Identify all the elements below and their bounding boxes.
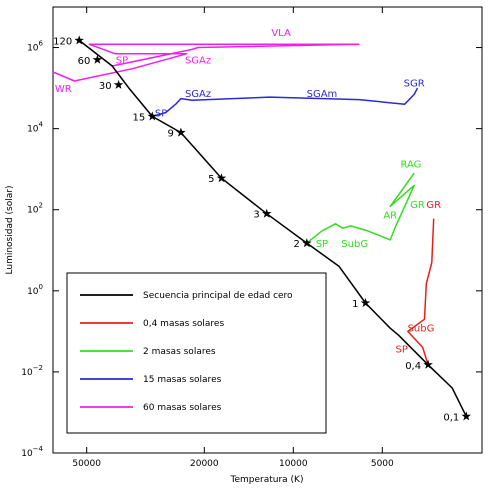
zams-mass-label: 30 bbox=[99, 81, 112, 92]
zams-mass-label: 1 bbox=[352, 299, 358, 310]
zams-mass-label: 60 bbox=[78, 56, 91, 67]
legend-label: 15 masas solares bbox=[143, 375, 222, 385]
zams-mass-label: 9 bbox=[168, 129, 174, 140]
track-annotation: SP bbox=[316, 239, 328, 250]
track-annotation: GR bbox=[426, 200, 441, 211]
track-annotation: SGAz bbox=[185, 56, 211, 67]
zams-mass-label: 5 bbox=[208, 174, 214, 185]
legend-label: Secuencia principal de edad cero bbox=[143, 291, 293, 301]
track-annotation: SGAz bbox=[185, 89, 211, 100]
x-tick-label: 10000 bbox=[279, 459, 308, 469]
x-tick-label: 5000 bbox=[371, 459, 394, 469]
track-annotation: SGAm bbox=[307, 89, 338, 100]
zams-star-marker bbox=[262, 208, 272, 218]
track-annotation: SP bbox=[395, 345, 407, 356]
zams-mass-label: 0,1 bbox=[443, 412, 459, 423]
zams-star-marker bbox=[461, 411, 471, 421]
plot-frame bbox=[52, 6, 483, 454]
zams-star-marker bbox=[302, 238, 312, 248]
track-annotation: AR bbox=[383, 211, 397, 222]
zams-star-marker bbox=[423, 359, 433, 369]
x-axis-title: Temperatura (K) bbox=[230, 475, 304, 485]
axis-ticks: 50000 20000 10000 5000 10−4 10−2 100 102 104 106 bbox=[21, 7, 482, 469]
series-line-4 bbox=[52, 43, 360, 82]
legend-label: 0,4 masas solares bbox=[143, 319, 224, 329]
zams-stars: 120 60 30 15 9 5 3 2 1 0,4 0,1 bbox=[53, 35, 471, 423]
track-annotation: SubG bbox=[408, 323, 435, 334]
y-tick-label: 10−4 bbox=[21, 445, 43, 459]
series-line-1 bbox=[407, 218, 435, 366]
y-tick-label: 10−2 bbox=[21, 364, 43, 378]
track-annotation: GR bbox=[410, 200, 425, 211]
x-tick-label: 50000 bbox=[72, 459, 101, 469]
zams-mass-label: 0,4 bbox=[405, 361, 421, 372]
zams-star-marker bbox=[92, 54, 103, 64]
zams-mass-label: 15 bbox=[133, 112, 146, 123]
legend-entries: Secuencia principal de edad cero 0,4 masa… bbox=[80, 291, 293, 413]
y-tick-label: 100 bbox=[27, 283, 43, 297]
legend-label: 60 masas solares bbox=[143, 403, 222, 413]
zams-star-marker bbox=[74, 35, 84, 45]
zams-mass-label: 3 bbox=[253, 210, 259, 221]
zams-mass-label: 120 bbox=[53, 36, 72, 47]
track-annotation: SP bbox=[155, 108, 167, 119]
zams-star-marker bbox=[360, 298, 371, 308]
track-annotation: RAG bbox=[400, 160, 421, 171]
zams-star-marker bbox=[216, 173, 227, 183]
zams-star-marker bbox=[113, 79, 124, 89]
y-tick-label: 106 bbox=[27, 40, 43, 54]
x-tick-label: 20000 bbox=[190, 459, 219, 469]
zams-mass-label: 2 bbox=[293, 239, 299, 250]
zams-star-marker bbox=[147, 111, 157, 121]
track-annotation: WR bbox=[55, 84, 72, 95]
series-line-3 bbox=[152, 87, 419, 118]
legend: Secuencia principal de edad cero 0,4 masa… bbox=[66, 272, 327, 434]
series-line-2 bbox=[306, 172, 415, 244]
zams-star-marker bbox=[176, 127, 186, 137]
y-tick-label: 104 bbox=[27, 121, 43, 135]
track-annotation: VLA bbox=[271, 28, 291, 39]
legend-label: 2 masas solares bbox=[143, 347, 216, 357]
track-annotation: SP bbox=[116, 56, 128, 67]
track-annotation: SubG bbox=[341, 239, 368, 250]
y-axis-title: Luminosidad (solar) bbox=[5, 186, 15, 275]
track-annotation: SGR bbox=[404, 78, 425, 89]
y-tick-label: 102 bbox=[27, 202, 43, 216]
